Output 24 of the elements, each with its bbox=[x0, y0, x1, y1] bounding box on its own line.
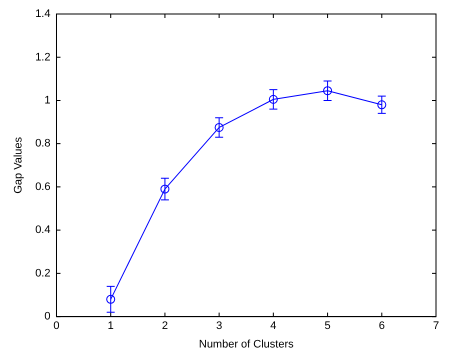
point bbox=[160, 184, 170, 194]
y-tick-label: 1.4 bbox=[35, 8, 50, 20]
x-tick-label: 5 bbox=[324, 320, 331, 332]
y-tick-label: 0.2 bbox=[35, 267, 50, 280]
point bbox=[377, 100, 386, 110]
x-tick-label: 4 bbox=[270, 320, 276, 332]
x-tick-label: 7 bbox=[432, 320, 440, 332]
y-tick-label: 1 bbox=[44, 94, 50, 106]
y-tick-label: 0 bbox=[44, 310, 50, 323]
point bbox=[106, 294, 116, 304]
y-tick-label: 0.4 bbox=[35, 224, 50, 236]
y-tick-label: 0.6 bbox=[35, 180, 50, 193]
x-tick-label: 3 bbox=[216, 320, 222, 332]
x-tick-label: 6 bbox=[378, 320, 385, 332]
y-tick-label: 0.8 bbox=[35, 138, 50, 150]
y-tick-label: 1.2 bbox=[35, 51, 50, 64]
x-axis-title: Number of Clusters bbox=[198, 338, 294, 350]
point bbox=[268, 94, 278, 104]
point bbox=[323, 86, 332, 96]
point bbox=[214, 122, 224, 132]
x-tick-label: 0 bbox=[53, 320, 60, 332]
x-tick-label: 1 bbox=[108, 320, 114, 332]
x-tick-label: 2 bbox=[162, 320, 168, 332]
y-axis-title: Gap Values bbox=[12, 136, 25, 194]
